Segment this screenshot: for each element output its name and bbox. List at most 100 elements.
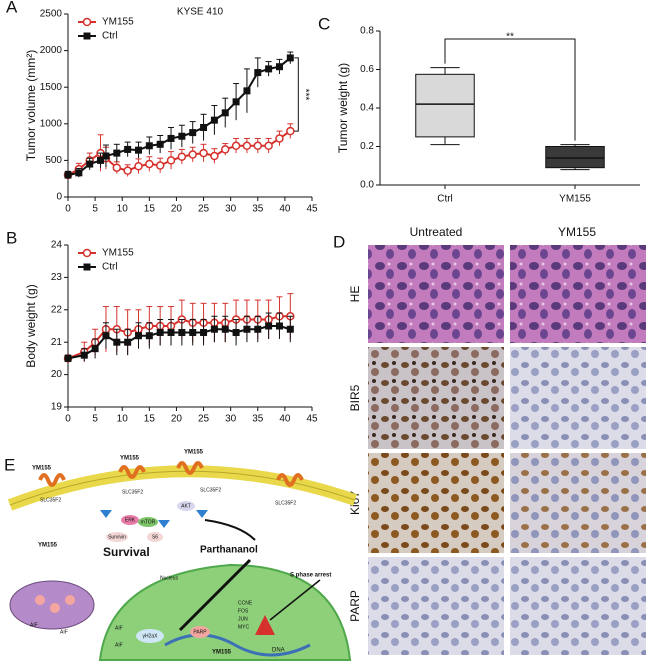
marker: [286, 126, 295, 136]
marker: [188, 150, 197, 159]
micrograph: [510, 453, 646, 553]
significance-bracket: [444, 38, 576, 141]
y-tick-label: 0.0: [360, 180, 374, 191]
marker: [124, 338, 132, 346]
transporter: [276, 473, 304, 487]
x-tick-label: 25: [198, 414, 210, 425]
marker: [156, 328, 164, 336]
marker: [91, 345, 99, 353]
marker: [113, 338, 121, 346]
marker: [265, 65, 273, 73]
block: [255, 615, 275, 635]
label: MYC: [238, 624, 250, 630]
x-tick-label: 20: [171, 204, 183, 215]
marker: [113, 149, 121, 157]
marker: [231, 141, 241, 151]
marker: [97, 156, 105, 164]
label: Survivin: [108, 534, 126, 540]
micrograph: [368, 245, 504, 343]
marker: [243, 325, 251, 333]
marker: [210, 325, 218, 333]
marker: [145, 142, 153, 150]
x-tick-label: 30: [225, 414, 237, 425]
marker: [286, 54, 294, 62]
column-label: Untreated: [410, 225, 463, 239]
label: AIF: [115, 642, 123, 648]
micrograph: [510, 347, 646, 449]
legend-marker: [82, 248, 92, 258]
marker: [232, 98, 240, 106]
label: γH2aX: [142, 633, 158, 639]
x-tick-label: 5: [92, 414, 98, 425]
node: [106, 532, 128, 542]
x-tick-label: 40: [279, 204, 291, 215]
marker: [123, 166, 132, 175]
label: YM155: [120, 456, 140, 462]
panel-d: D Untreated YM155 HE BIR5 Ki67 PARP: [333, 225, 646, 655]
label: YM155: [38, 543, 58, 549]
marker: [189, 129, 197, 137]
label: SLC35F2: [122, 489, 143, 495]
label: AIF: [30, 622, 38, 628]
x-tick-label: 15: [144, 204, 156, 215]
marker: [210, 151, 219, 161]
marker: [134, 162, 143, 171]
legend-marker: [82, 17, 92, 27]
y-tick-label: 24: [51, 240, 63, 251]
marker: [177, 152, 187, 161]
row-label: PARP: [348, 590, 362, 622]
x-tick-label: YM155: [559, 194, 591, 205]
y-tick-label: 23: [51, 272, 63, 283]
label: Parthananol: [200, 545, 258, 556]
label: S6: [152, 534, 158, 540]
row-label: BIR5: [348, 384, 362, 411]
annotation: **: [506, 32, 514, 43]
marker: [275, 134, 284, 143]
marker: [265, 322, 273, 330]
label: Survival: [103, 545, 150, 559]
legend-label: Ctrl: [102, 262, 118, 273]
marker: [64, 354, 72, 362]
aif: [50, 603, 60, 613]
marker: [145, 332, 153, 340]
marker: [200, 328, 208, 336]
marker: [189, 328, 197, 336]
node: [121, 515, 139, 525]
transporter: [118, 465, 146, 479]
marker: [178, 328, 186, 336]
box: [545, 146, 605, 169]
marker: [167, 134, 175, 142]
label: Nucleus: [160, 575, 179, 581]
x-tick-label: 10: [117, 204, 129, 215]
x-tick-label: 15: [144, 414, 156, 425]
y-tick-label: 2500: [40, 9, 63, 20]
arrow: [269, 579, 321, 621]
x-tick-label: 45: [306, 204, 318, 215]
marker: [242, 141, 252, 151]
y-tick-label: 0.2: [360, 141, 374, 152]
marker: [264, 141, 273, 151]
node: [138, 517, 158, 527]
marker: [178, 132, 186, 140]
column-label: YM155: [558, 225, 596, 239]
y-tick-label: 1500: [40, 82, 63, 93]
marker: [155, 161, 165, 170]
node: [177, 501, 195, 511]
marker: [112, 163, 122, 172]
label: CCNE: [238, 600, 253, 606]
legend-label: YM155: [102, 17, 134, 28]
marker: [134, 146, 142, 154]
legend-marker: [83, 32, 91, 40]
transporter: [176, 461, 204, 475]
nucleus: [98, 563, 352, 661]
marker: [275, 63, 283, 71]
x-tick-label: 35: [252, 414, 264, 425]
marker: [145, 159, 154, 169]
y-tick-label: 500: [45, 155, 62, 166]
box: [415, 73, 475, 138]
micrograph: [368, 557, 504, 655]
panel-label: B: [6, 228, 17, 247]
marker: [210, 116, 218, 124]
dna: [164, 633, 311, 657]
y-tick-label: 19: [51, 402, 63, 413]
